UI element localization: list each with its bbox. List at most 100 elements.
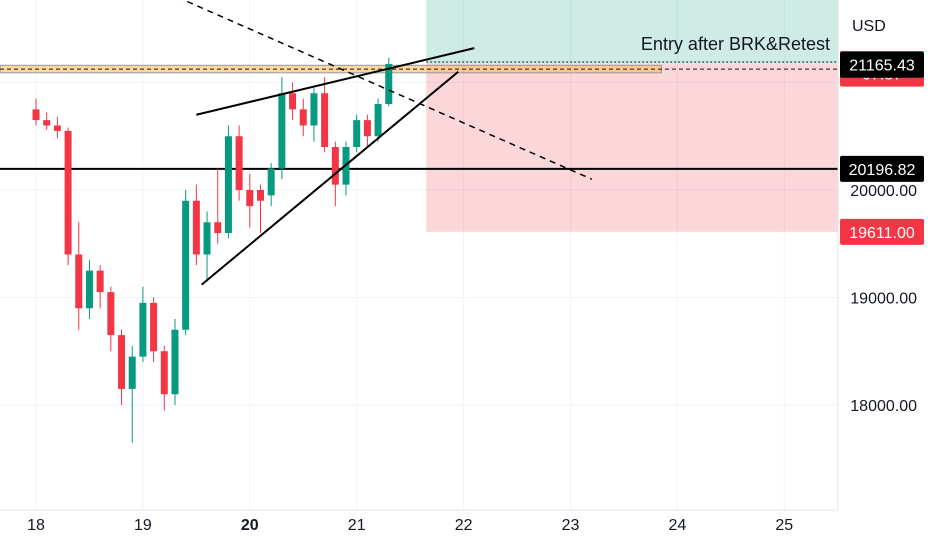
candle bbox=[203, 211, 211, 282]
candle bbox=[374, 98, 382, 142]
candle bbox=[85, 259, 93, 319]
price-label-text: 21165.43 bbox=[849, 58, 915, 75]
candle-body bbox=[139, 302, 147, 357]
time-axis[interactable]: 18 19 20 21 22 23 24 25 bbox=[0, 509, 838, 550]
candle-body bbox=[171, 329, 179, 395]
candle-body bbox=[203, 222, 211, 255]
candle bbox=[267, 163, 275, 207]
price-label: 20196.82 bbox=[840, 155, 924, 182]
price-label: 21165.43 bbox=[840, 51, 924, 78]
price-label: 19611.00 bbox=[840, 218, 924, 245]
time-tick-label: 20 bbox=[241, 517, 259, 534]
candle-body bbox=[246, 190, 254, 207]
price-label-text: 20196.82 bbox=[849, 162, 916, 179]
wedge-lower-line[interactable] bbox=[201, 70, 459, 286]
time-tick-label: 24 bbox=[669, 517, 687, 534]
candle-body bbox=[353, 120, 361, 147]
candle-body bbox=[32, 109, 40, 121]
candle-body bbox=[96, 270, 104, 293]
time-tick-label: 21 bbox=[348, 517, 366, 534]
candle-body bbox=[150, 302, 158, 352]
time-axis-background bbox=[0, 510, 838, 550]
candle-body bbox=[107, 292, 115, 336]
candle bbox=[64, 127, 72, 266]
candle bbox=[385, 57, 393, 107]
time-tick-label: 18 bbox=[27, 517, 45, 534]
candle bbox=[353, 114, 361, 153]
price-label-box bbox=[840, 51, 924, 78]
candle-body bbox=[310, 93, 318, 126]
candle bbox=[256, 184, 264, 233]
price-label-box bbox=[840, 218, 924, 245]
candle bbox=[150, 297, 158, 362]
candle bbox=[321, 77, 329, 153]
price-tick-label: 19000.00 bbox=[850, 291, 917, 308]
candle-body bbox=[53, 125, 61, 131]
candle-body bbox=[299, 109, 307, 126]
candle bbox=[118, 329, 126, 405]
price-label-box bbox=[840, 155, 924, 182]
candle bbox=[310, 87, 318, 142]
dashed-trendline[interactable] bbox=[127, 0, 593, 180]
candle bbox=[214, 168, 222, 244]
candle-body bbox=[385, 63, 393, 104]
candle bbox=[139, 286, 147, 362]
candle-body bbox=[267, 168, 275, 196]
candle-body bbox=[192, 200, 200, 255]
annotation-layer[interactable]: Entry after BRK&Retest bbox=[641, 34, 830, 54]
candle-body bbox=[321, 93, 329, 147]
grid-lines bbox=[0, 0, 838, 510]
candle-body bbox=[64, 130, 72, 255]
price-tick-labels: 20000.00 19000.00 18000.00 bbox=[850, 183, 917, 415]
candle-body bbox=[214, 222, 222, 233]
candle bbox=[278, 77, 286, 180]
price-label-text: 19611.00 bbox=[849, 225, 915, 242]
candlestick-series bbox=[32, 57, 393, 443]
long-position-tool[interactable] bbox=[426, 0, 844, 232]
candle-body bbox=[289, 93, 297, 110]
candle bbox=[342, 141, 350, 196]
time-tick-label: 23 bbox=[562, 517, 580, 534]
annotation-text[interactable]: Entry after BRK&Retest bbox=[641, 34, 830, 54]
candle-body bbox=[43, 120, 51, 126]
candle bbox=[246, 173, 254, 228]
trendlines[interactable] bbox=[127, 0, 593, 286]
candle-body bbox=[235, 136, 243, 190]
candle bbox=[160, 345, 168, 411]
candle-body bbox=[182, 200, 190, 330]
candle bbox=[289, 82, 297, 121]
candle-body bbox=[75, 254, 83, 309]
stop-zone[interactable] bbox=[426, 63, 844, 232]
candle bbox=[299, 98, 307, 137]
candle-body bbox=[128, 356, 136, 389]
candle bbox=[75, 222, 83, 330]
candle bbox=[171, 319, 179, 405]
candle-body bbox=[118, 335, 126, 389]
candle-body bbox=[363, 120, 371, 137]
target-zone[interactable] bbox=[426, 0, 844, 64]
candle-body bbox=[331, 147, 339, 185]
candle bbox=[192, 184, 200, 266]
candle-body bbox=[85, 270, 93, 309]
candle bbox=[182, 190, 190, 336]
candle bbox=[53, 116, 61, 139]
candle bbox=[128, 345, 136, 443]
candle bbox=[235, 125, 243, 201]
candle bbox=[224, 125, 232, 239]
time-tick-label: 22 bbox=[455, 517, 473, 534]
candle-body bbox=[374, 104, 382, 137]
candle-body bbox=[256, 190, 264, 201]
candle bbox=[363, 114, 371, 147]
time-tick-label: 19 bbox=[134, 517, 152, 534]
candle-body bbox=[224, 136, 232, 233]
candle-body bbox=[160, 351, 168, 395]
candle bbox=[96, 265, 104, 309]
price-tick-label: 18000.00 bbox=[850, 398, 917, 415]
candle bbox=[43, 112, 51, 130]
currency-label: USD bbox=[852, 18, 886, 35]
candle bbox=[32, 98, 40, 126]
wedge-upper-line[interactable] bbox=[196, 47, 475, 116]
